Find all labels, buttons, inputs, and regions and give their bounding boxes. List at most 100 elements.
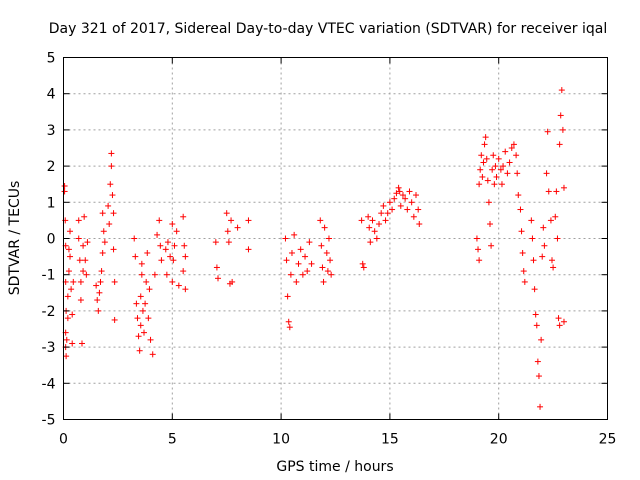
data-point xyxy=(482,134,489,141)
data-point xyxy=(110,210,117,217)
data-point xyxy=(101,239,108,246)
data-point xyxy=(473,235,480,242)
data-point xyxy=(64,293,71,300)
data-point xyxy=(491,181,498,188)
data-point xyxy=(110,246,117,253)
data-point xyxy=(138,260,145,267)
data-point xyxy=(367,239,374,246)
data-point xyxy=(489,166,496,173)
data-point xyxy=(149,351,156,358)
data-point xyxy=(382,217,389,224)
data-point xyxy=(77,297,84,304)
data-point xyxy=(225,239,232,246)
data-point xyxy=(358,217,365,224)
data-point xyxy=(70,278,77,285)
data-point xyxy=(137,293,144,300)
data-point xyxy=(285,318,292,325)
data-point xyxy=(559,126,566,133)
data-point xyxy=(395,184,402,191)
data-point xyxy=(545,188,552,195)
data-point xyxy=(67,228,74,235)
data-point xyxy=(139,307,146,314)
data-point xyxy=(376,221,383,228)
data-point xyxy=(142,300,149,307)
y-tick-label: 0 xyxy=(47,232,56,248)
data-point xyxy=(520,268,527,275)
data-point xyxy=(531,286,538,293)
data-point xyxy=(95,307,102,314)
data-point xyxy=(391,195,398,202)
data-point xyxy=(498,181,505,188)
data-point xyxy=(75,217,82,224)
data-point xyxy=(369,217,376,224)
data-point xyxy=(164,239,171,246)
data-point xyxy=(223,210,230,217)
data-point xyxy=(541,242,548,249)
data-point xyxy=(304,268,311,275)
y-tick-label: -1 xyxy=(42,268,56,284)
data-point xyxy=(510,141,517,148)
data-point xyxy=(513,152,520,159)
data-point xyxy=(386,199,393,206)
data-point xyxy=(554,235,561,242)
data-point xyxy=(167,253,174,260)
data-point xyxy=(141,329,148,336)
data-point xyxy=(133,300,140,307)
data-point xyxy=(234,224,241,231)
data-point xyxy=(108,150,115,157)
x-tick-label: 15 xyxy=(381,432,399,448)
data-point xyxy=(550,264,557,271)
data-point xyxy=(284,293,291,300)
data-point xyxy=(297,246,304,253)
data-point xyxy=(282,235,289,242)
data-point xyxy=(76,257,83,264)
data-point xyxy=(380,202,387,209)
data-point xyxy=(480,159,487,166)
data-point xyxy=(517,206,524,213)
data-point xyxy=(324,268,331,275)
data-point xyxy=(146,286,153,293)
data-point xyxy=(283,257,290,264)
data-point xyxy=(553,188,560,195)
data-point xyxy=(136,347,143,354)
data-point xyxy=(224,228,231,235)
data-point xyxy=(384,210,391,217)
data-point xyxy=(80,242,87,249)
y-tick-label: 3 xyxy=(47,123,56,139)
y-tick-label: -2 xyxy=(42,304,56,320)
data-point xyxy=(75,235,82,242)
data-point xyxy=(67,253,74,260)
data-point xyxy=(132,253,139,260)
data-point xyxy=(504,170,511,177)
data-point xyxy=(521,278,528,285)
data-point xyxy=(154,231,161,238)
data-point xyxy=(306,239,313,246)
data-point xyxy=(245,246,252,253)
data-point xyxy=(61,183,68,190)
x-tick-label: 0 xyxy=(59,432,68,448)
y-tick-label: 4 xyxy=(47,87,56,103)
data-point xyxy=(111,316,118,323)
data-point xyxy=(135,333,142,340)
data-point xyxy=(158,257,165,264)
data-point xyxy=(327,257,334,264)
data-point xyxy=(302,253,309,260)
data-point xyxy=(371,228,378,235)
data-point xyxy=(393,190,400,197)
data-point xyxy=(530,257,537,264)
data-point xyxy=(410,213,417,220)
data-point xyxy=(175,282,182,289)
data-point xyxy=(81,213,88,220)
data-point xyxy=(560,184,567,191)
data-point xyxy=(319,264,326,271)
y-tick-label: 2 xyxy=(47,159,56,175)
data-point xyxy=(162,246,169,253)
data-point xyxy=(84,239,91,246)
data-point xyxy=(325,235,332,242)
data-point xyxy=(144,249,151,256)
data-point xyxy=(134,315,141,322)
data-point xyxy=(323,249,330,256)
data-point xyxy=(138,271,145,278)
data-point xyxy=(399,192,406,199)
data-point xyxy=(147,336,154,343)
